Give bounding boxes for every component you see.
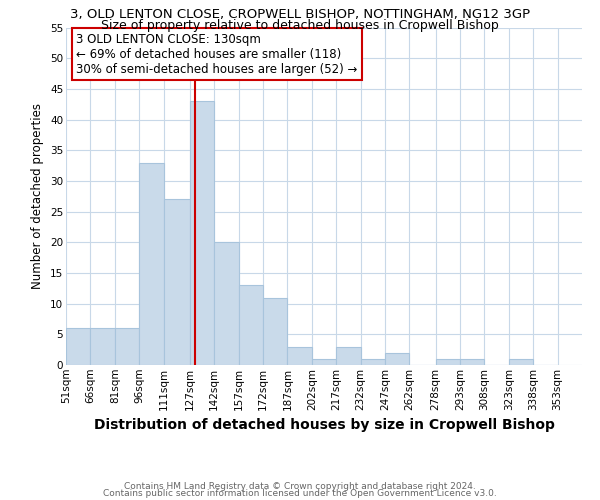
- Bar: [336, 346, 361, 365]
- Text: Size of property relative to detached houses in Cropwell Bishop: Size of property relative to detached ho…: [101, 18, 499, 32]
- Bar: [66, 328, 91, 365]
- Bar: [361, 359, 385, 365]
- Text: Contains public sector information licensed under the Open Government Licence v3: Contains public sector information licen…: [103, 489, 497, 498]
- Bar: [239, 285, 263, 365]
- Text: 3, OLD LENTON CLOSE, CROPWELL BISHOP, NOTTINGHAM, NG12 3GP: 3, OLD LENTON CLOSE, CROPWELL BISHOP, NO…: [70, 8, 530, 21]
- Bar: [91, 328, 115, 365]
- Bar: [139, 162, 164, 365]
- Bar: [460, 359, 484, 365]
- Bar: [164, 200, 190, 365]
- Bar: [385, 352, 409, 365]
- Bar: [287, 346, 312, 365]
- Bar: [190, 101, 214, 365]
- X-axis label: Distribution of detached houses by size in Cropwell Bishop: Distribution of detached houses by size …: [94, 418, 554, 432]
- Bar: [263, 298, 287, 365]
- Bar: [509, 359, 533, 365]
- Bar: [214, 242, 239, 365]
- Y-axis label: Number of detached properties: Number of detached properties: [31, 104, 44, 289]
- Text: Contains HM Land Registry data © Crown copyright and database right 2024.: Contains HM Land Registry data © Crown c…: [124, 482, 476, 491]
- Bar: [115, 328, 139, 365]
- Text: 3 OLD LENTON CLOSE: 130sqm
← 69% of detached houses are smaller (118)
30% of sem: 3 OLD LENTON CLOSE: 130sqm ← 69% of deta…: [76, 32, 358, 76]
- Bar: [312, 359, 336, 365]
- Bar: [436, 359, 460, 365]
